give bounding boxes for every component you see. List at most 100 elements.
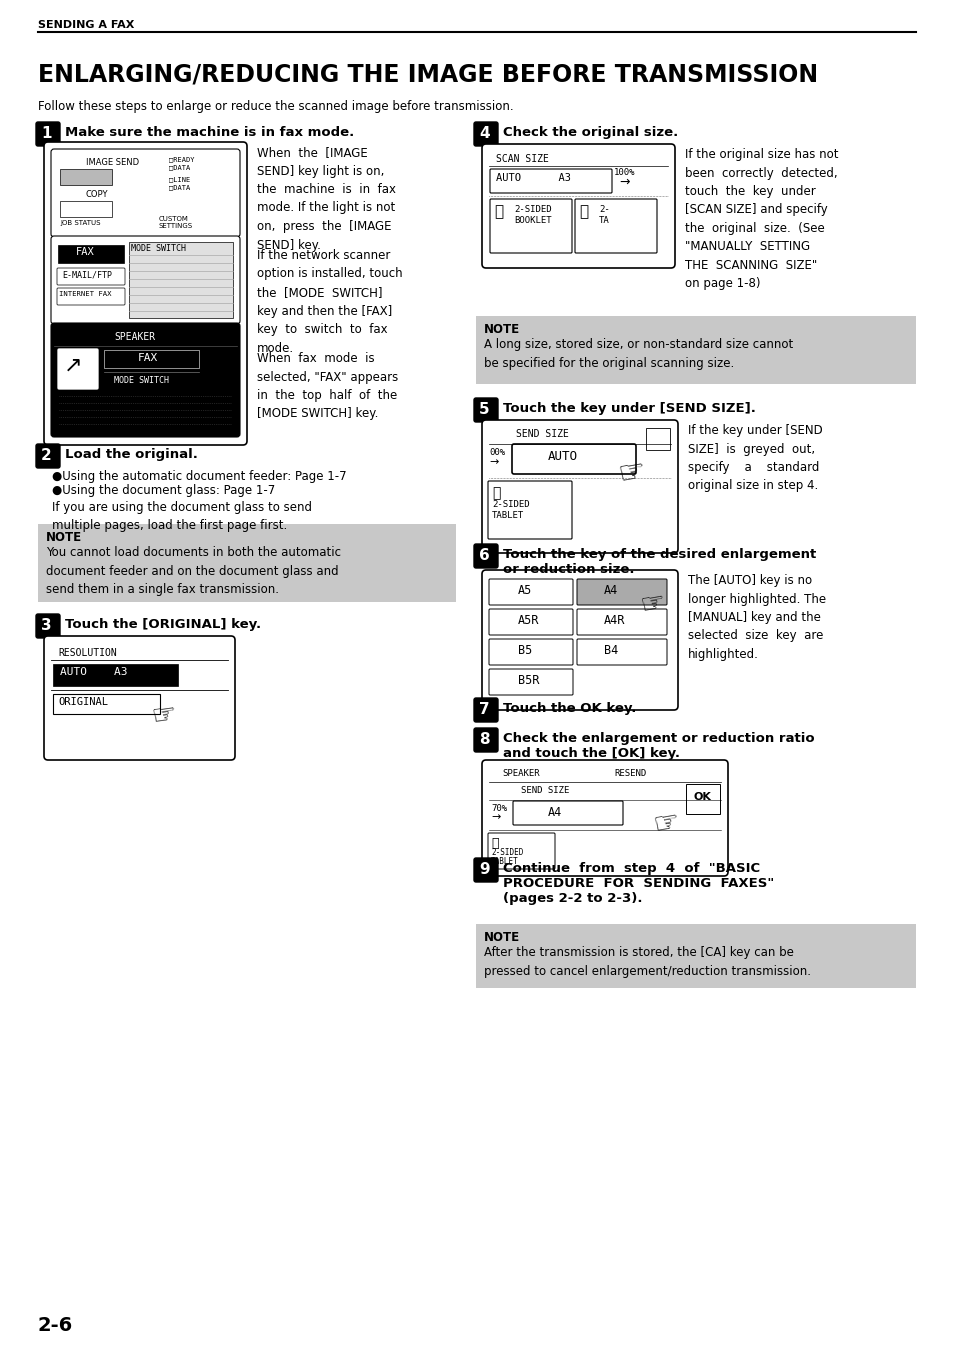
FancyBboxPatch shape — [474, 544, 497, 567]
Text: 100%: 100% — [614, 168, 635, 177]
Text: Check the enlargement or reduction ratio
and touch the [OK] key.: Check the enlargement or reduction ratio… — [502, 732, 814, 761]
Text: SCAN SIZE: SCAN SIZE — [496, 154, 548, 163]
Text: 2-SIDED: 2-SIDED — [491, 848, 523, 857]
Text: Touch the key under [SEND SIZE].: Touch the key under [SEND SIZE]. — [502, 403, 755, 415]
Bar — [476, 924, 915, 988]
FancyBboxPatch shape — [57, 267, 125, 285]
Bar — [60, 169, 112, 185]
Text: ENLARGING/REDUCING THE IMAGE BEFORE TRANSMISSION: ENLARGING/REDUCING THE IMAGE BEFORE TRAN… — [38, 63, 818, 86]
Bar — [58, 245, 124, 263]
Text: If you are using the document glass to send
multiple pages, load the first page : If you are using the document glass to s… — [52, 501, 312, 532]
Text: →: → — [491, 812, 500, 821]
Text: INTERNET FAX: INTERNET FAX — [59, 290, 112, 297]
Text: Check the original size.: Check the original size. — [502, 126, 678, 139]
Text: 70%: 70% — [491, 804, 507, 813]
Text: □DATA: □DATA — [169, 184, 190, 190]
FancyBboxPatch shape — [577, 580, 666, 605]
Text: NOTE: NOTE — [483, 323, 519, 336]
Text: 📄: 📄 — [494, 204, 502, 219]
Text: ☞: ☞ — [150, 700, 178, 731]
Text: 4: 4 — [478, 126, 489, 141]
Text: MODE SWITCH: MODE SWITCH — [131, 245, 186, 253]
Text: FAX: FAX — [138, 353, 158, 363]
FancyBboxPatch shape — [51, 236, 240, 324]
Bar — [53, 694, 160, 713]
FancyBboxPatch shape — [36, 122, 60, 146]
Text: JOB STATUS: JOB STATUS — [60, 220, 100, 226]
Text: 2-SIDED: 2-SIDED — [492, 500, 529, 509]
Text: 1: 1 — [41, 126, 51, 141]
FancyBboxPatch shape — [489, 639, 573, 665]
Text: 8: 8 — [478, 732, 489, 747]
Text: SPEAKER: SPEAKER — [113, 332, 155, 342]
Text: E-MAIL/FTP: E-MAIL/FTP — [62, 272, 112, 280]
Text: A4: A4 — [547, 807, 561, 819]
Text: A5: A5 — [517, 584, 532, 597]
Text: A5R: A5R — [517, 613, 538, 627]
Text: A4R: A4R — [603, 613, 625, 627]
FancyBboxPatch shape — [474, 858, 497, 882]
FancyBboxPatch shape — [481, 420, 678, 553]
Text: If the network scanner
option is installed, touch
the  [MODE  SWITCH]
key and th: If the network scanner option is install… — [256, 249, 402, 354]
Text: 📄: 📄 — [492, 486, 500, 500]
Text: Make sure the machine is in fax mode.: Make sure the machine is in fax mode. — [65, 126, 354, 139]
FancyBboxPatch shape — [44, 142, 247, 444]
Text: 📄: 📄 — [491, 838, 498, 850]
FancyBboxPatch shape — [474, 399, 497, 422]
Text: CUSTOM: CUSTOM — [159, 216, 189, 222]
FancyBboxPatch shape — [490, 169, 612, 193]
FancyBboxPatch shape — [489, 669, 573, 694]
Text: →: → — [489, 457, 497, 467]
Text: IMAGE SEND: IMAGE SEND — [86, 158, 139, 168]
Text: ☞: ☞ — [616, 457, 647, 490]
FancyBboxPatch shape — [577, 639, 666, 665]
FancyBboxPatch shape — [36, 613, 60, 638]
Text: 2: 2 — [41, 449, 51, 463]
Text: 9: 9 — [478, 862, 489, 877]
Text: TABLET: TABLET — [491, 857, 518, 866]
Text: ☞: ☞ — [650, 808, 680, 840]
Text: 7: 7 — [478, 703, 489, 717]
Text: □DATA: □DATA — [169, 163, 190, 170]
Bar — [38, 524, 456, 603]
FancyBboxPatch shape — [44, 636, 234, 761]
Text: 2-SIDED: 2-SIDED — [514, 205, 551, 213]
Text: ●Using the document glass: Page 1-7: ●Using the document glass: Page 1-7 — [52, 484, 275, 497]
Text: SENDING A FAX: SENDING A FAX — [38, 20, 134, 30]
Text: Follow these steps to enlarge or reduce the scanned image before transmission.: Follow these steps to enlarge or reduce … — [38, 100, 513, 113]
Text: If the key under [SEND
SIZE]  is  greyed  out,
specify    a    standard
original: If the key under [SEND SIZE] is greyed o… — [687, 424, 821, 493]
Text: SEND SIZE: SEND SIZE — [520, 786, 569, 794]
Text: A long size, stored size, or non-standard size cannot
be specified for the origi: A long size, stored size, or non-standar… — [483, 338, 792, 370]
Bar — [53, 663, 178, 686]
Text: AUTO: AUTO — [547, 450, 578, 463]
Bar — [60, 201, 112, 218]
Text: After the transmission is stored, the [CA] key can be
pressed to cancel enlargem: After the transmission is stored, the [C… — [483, 946, 810, 978]
Text: 5: 5 — [478, 403, 489, 417]
Bar — [104, 350, 199, 367]
Text: B5R: B5R — [517, 674, 538, 688]
FancyBboxPatch shape — [489, 580, 573, 605]
FancyBboxPatch shape — [481, 145, 675, 267]
Text: Continue  from  step  4  of  "BASIC
PROCEDURE  FOR  SENDING  FAXES"
(pages 2-2 t: Continue from step 4 of "BASIC PROCEDURE… — [502, 862, 774, 905]
Text: RESEND: RESEND — [614, 769, 645, 778]
FancyBboxPatch shape — [474, 698, 497, 721]
FancyBboxPatch shape — [512, 444, 636, 474]
Text: 📄: 📄 — [578, 204, 587, 219]
FancyBboxPatch shape — [36, 444, 60, 467]
Text: Touch the [ORIGINAL] key.: Touch the [ORIGINAL] key. — [65, 617, 261, 631]
Text: When  the  [IMAGE
SEND] key light is on,
the  machine  is  in  fax
mode. If the : When the [IMAGE SEND] key light is on, t… — [256, 146, 395, 251]
Bar — [476, 316, 915, 384]
FancyBboxPatch shape — [488, 481, 572, 539]
Bar — [685, 784, 720, 815]
FancyBboxPatch shape — [575, 199, 657, 253]
Text: B5: B5 — [517, 644, 532, 657]
Text: Touch the OK key.: Touch the OK key. — [502, 703, 636, 715]
FancyBboxPatch shape — [57, 349, 99, 390]
Text: TA: TA — [598, 216, 609, 226]
FancyBboxPatch shape — [489, 609, 573, 635]
Text: NOTE: NOTE — [483, 931, 519, 944]
FancyBboxPatch shape — [474, 728, 497, 753]
Text: COPY: COPY — [86, 190, 109, 199]
FancyBboxPatch shape — [513, 801, 622, 825]
FancyBboxPatch shape — [481, 761, 727, 875]
